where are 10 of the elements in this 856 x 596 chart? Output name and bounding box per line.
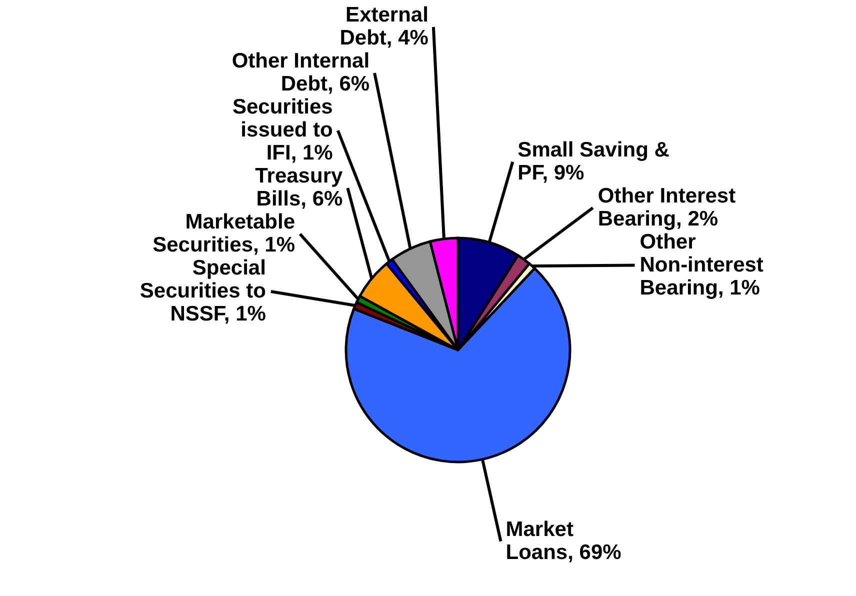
slice-label: Other Non-interest Bearing, 1%: [640, 230, 764, 300]
slice-label: Special Securities to NSSF, 1%: [140, 256, 266, 326]
slice-label: Marketable Securities, 1%: [152, 210, 296, 256]
slice-label: Other Internal Debt, 6%: [232, 50, 370, 96]
slice-label: External Debt, 4%: [340, 4, 429, 50]
slice-label: Treasury Bills, 6%: [255, 164, 343, 210]
slice-label: Securities issued to IFI, 1%: [232, 96, 334, 164]
slice-label: Other Interest Bearing, 2%: [598, 184, 736, 230]
slice-label: Market Loans, 69%: [506, 518, 622, 564]
slice-label: Small Saving & PF, 9%: [518, 138, 670, 184]
